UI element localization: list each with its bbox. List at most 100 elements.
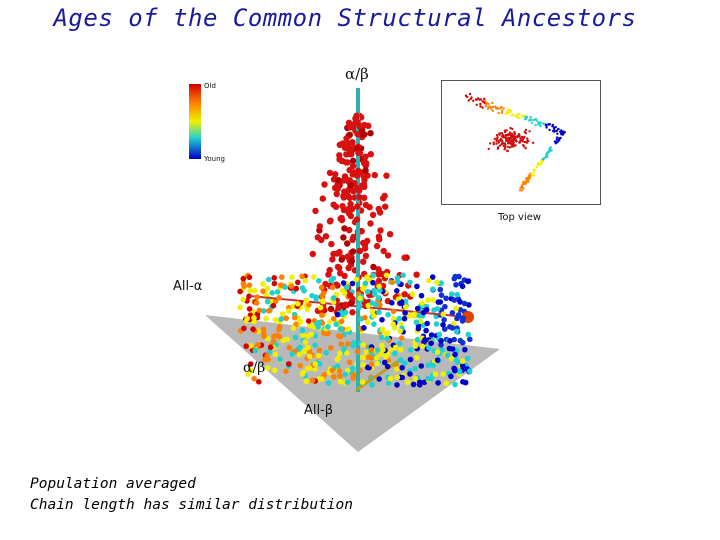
scatter-dot [301, 288, 308, 294]
scatter-dot [465, 278, 472, 284]
scatter-dot [349, 365, 356, 372]
scatter-dot [389, 279, 396, 286]
scatter-dot [481, 106, 484, 109]
scatter-dot [513, 130, 516, 134]
scatter-dot [354, 203, 361, 210]
scatter-dot [346, 177, 353, 184]
scatter-dot [444, 352, 451, 359]
scatter-dot [530, 121, 534, 125]
scatter-dot [346, 292, 354, 299]
scatter-dot [297, 344, 303, 351]
scatter-dot [511, 113, 515, 116]
scatter-dot [407, 356, 414, 363]
scatter-dot [385, 311, 391, 318]
scatter-dot [272, 351, 279, 358]
scatter-dot [297, 362, 304, 369]
scatter-dot [499, 107, 502, 110]
scatter-dot [465, 331, 472, 338]
scatter-dot [385, 380, 392, 387]
scatter-dot [279, 311, 286, 317]
scatter-dot [383, 353, 389, 360]
scatter-dot [347, 300, 354, 307]
scatter-dot [487, 147, 490, 151]
scatter-dot [237, 304, 243, 311]
scatter-dot [502, 136, 505, 139]
scatter-dot [297, 318, 304, 325]
scatter-dot [278, 316, 285, 322]
scatter-dot [375, 347, 381, 354]
scatter-dot [453, 282, 459, 288]
scatter-dot [334, 311, 341, 318]
scatter-dot [316, 223, 323, 230]
scatter-dot [479, 102, 482, 106]
scatter-dot [431, 307, 437, 313]
scatter-dot [423, 306, 430, 313]
scatter-dot [437, 286, 444, 293]
scatter-dot [315, 353, 322, 359]
scatter-dot [246, 293, 252, 300]
scatter-dot [447, 338, 453, 344]
scatter-dot [264, 285, 271, 292]
scatter-dot [513, 132, 517, 136]
scatter-dot [260, 326, 267, 333]
scatter-dot [336, 248, 343, 256]
scatter-dot [449, 310, 456, 316]
scatter-dot [520, 186, 524, 189]
scatter-dot [511, 127, 514, 131]
all-beta-axis [355, 358, 401, 392]
scatter-dot [516, 113, 519, 116]
scatter-dot [518, 189, 522, 192]
scatter-dot [323, 349, 330, 356]
scatter-dot [349, 162, 357, 170]
scatter-dot [504, 146, 507, 150]
scatter-dot [410, 381, 417, 388]
scatter-dot [360, 286, 366, 292]
scatter-dot [481, 100, 484, 103]
scatter-dot [506, 134, 509, 137]
scatter-dot [524, 116, 527, 119]
scatter-dot [467, 336, 473, 343]
scatter-dot [500, 139, 504, 142]
scatter-dot [336, 368, 343, 374]
scatter-dot [552, 127, 556, 130]
scatter-dot [442, 303, 448, 310]
scatter-dot [390, 308, 397, 315]
scatter-dot [292, 314, 298, 321]
scatter-dot [501, 109, 504, 113]
scatter-dot [267, 344, 274, 351]
scatter-dot [532, 168, 535, 171]
scatter-dot [505, 138, 509, 142]
scatter-dot [560, 131, 563, 135]
scatter-dot [484, 104, 488, 108]
scatter-dot [495, 142, 498, 145]
scatter-dot [504, 112, 507, 116]
scatter-dot [512, 143, 515, 146]
scatter-dot [265, 276, 272, 283]
scatter-dot [425, 375, 431, 382]
scatter-dot [412, 375, 419, 382]
scatter-dot [479, 98, 483, 101]
scatter-dot [384, 335, 390, 342]
scatter-dot [362, 153, 369, 160]
scatter-dot [338, 216, 346, 224]
scatter-dot [394, 374, 401, 381]
scatter-dot [457, 337, 464, 344]
scatter-dot [408, 347, 414, 353]
scatter-dot [397, 328, 403, 335]
scatter-dot [367, 220, 374, 227]
scatter-dot [364, 319, 371, 326]
scatter-dot [462, 346, 468, 353]
scatter-dot [503, 142, 507, 145]
scatter-dot [446, 345, 453, 352]
scatter-dot [531, 141, 535, 144]
scatter-dot [329, 284, 336, 291]
scatter-dot [371, 287, 378, 294]
scatter-dot [380, 347, 386, 353]
scatter-dot [308, 331, 315, 338]
scatter-dot [349, 309, 356, 316]
scatter-dot [330, 295, 337, 301]
scatter-dot [517, 133, 521, 136]
scatter-dot [439, 347, 446, 353]
scatter-dot [351, 371, 357, 378]
